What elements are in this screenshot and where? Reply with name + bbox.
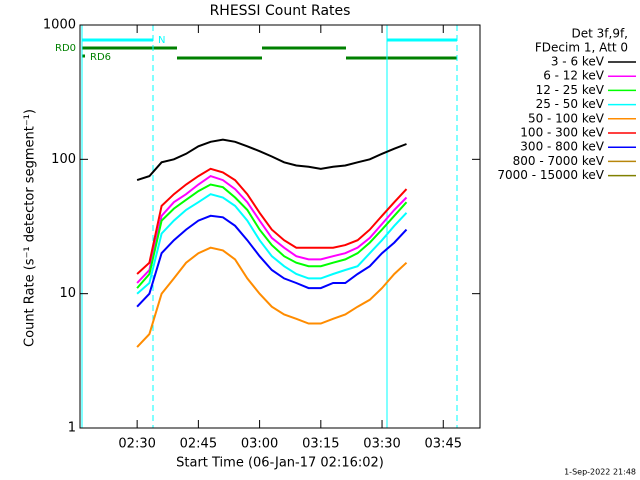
legend-label: 7000 - 15000 keV [497, 168, 604, 182]
plot-frame [79, 24, 481, 429]
x-tick-label: 03:00 [241, 437, 278, 452]
legend-label: 100 - 300 keV [520, 126, 604, 140]
legend-label: 800 - 7000 keV [513, 154, 605, 168]
legend-label: 25 - 50 keV [536, 97, 605, 111]
y-tick-label: 10 [59, 286, 76, 301]
legend-header: FDecim 1, Att 0 [535, 41, 628, 55]
series-line [136, 193, 408, 295]
y-tick-label: 1 [68, 421, 76, 436]
series-line [136, 246, 408, 348]
x-tick-label: 03:45 [425, 437, 462, 452]
legend-label: 300 - 800 keV [520, 140, 604, 154]
legend-header: Det 3f,9f, [572, 27, 629, 41]
legend-label: 50 - 100 keV [528, 111, 605, 125]
legend-label: 6 - 12 keV [543, 69, 605, 83]
series-line [136, 138, 407, 182]
series-line [136, 183, 408, 289]
legend-label: 12 - 25 keV [536, 83, 605, 97]
y-tick-label: 100 [51, 152, 76, 167]
footer: 1-Sep-2022 21:48 [564, 468, 636, 477]
status-bars: RD0 RD6 N [55, 25, 458, 428]
annotation: RD6 [90, 52, 111, 63]
y-axis-label: Count Rate (s⁻¹ detector segment⁻¹) [23, 109, 38, 347]
x-tick-label: 02:45 [180, 437, 217, 452]
y-tick-label: 1000 [43, 18, 76, 33]
series-line [136, 214, 408, 308]
series-line [136, 174, 408, 284]
x-tick-label: 03:30 [363, 437, 400, 452]
x-tick-label: 02:30 [118, 437, 155, 452]
legend-label: 3 - 6 keV [551, 55, 605, 69]
annotation: RD0 [55, 43, 76, 54]
chart-title: RHESSI Count Rates [210, 3, 351, 19]
annotation: N [158, 35, 165, 46]
x-axis-label: Start Time (06-Jan-17 02:16:02) [176, 456, 384, 471]
series-line [136, 167, 408, 275]
x-tick-label: 03:15 [302, 437, 339, 452]
